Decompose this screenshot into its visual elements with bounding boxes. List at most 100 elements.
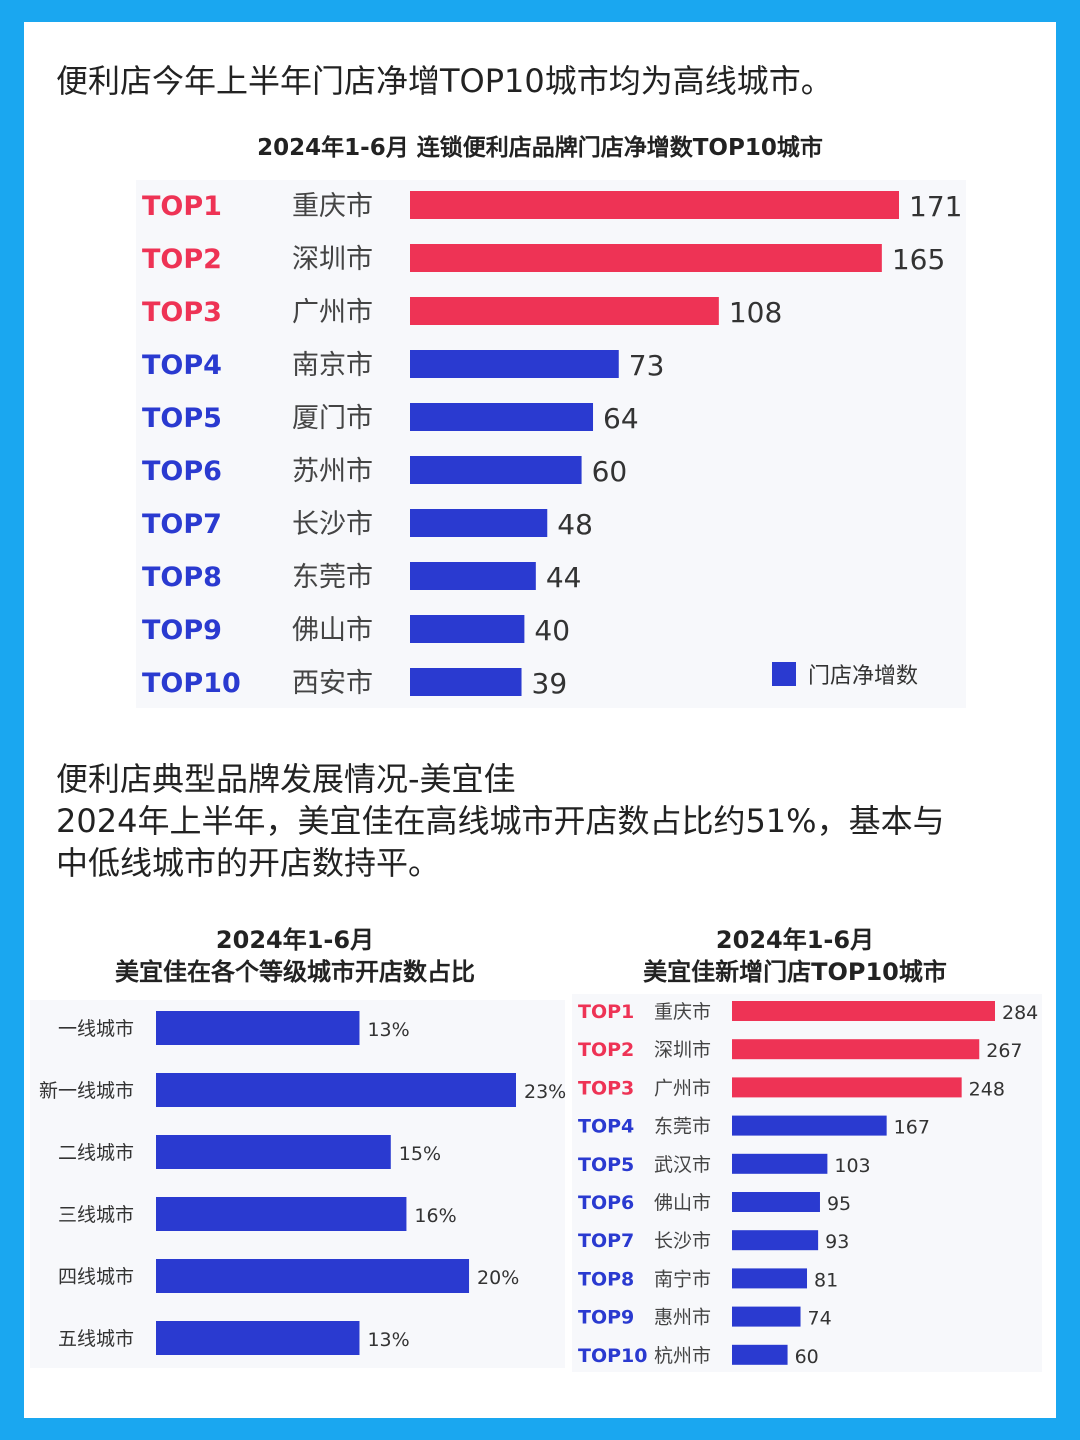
chart3-bar (732, 1192, 820, 1212)
chart1-title: 2024年1-6月 连锁便利店品牌门店净增数TOP10城市 (257, 135, 823, 161)
chart1-city-label: 重庆市 (292, 191, 373, 222)
chart3-value-label: 93 (825, 1231, 849, 1253)
chart1-value-label: 39 (532, 667, 568, 700)
chart3-title: 2024年1-6月 美宜佳新增门店TOP10城市 (560, 924, 1030, 988)
chart3-rank-label: TOP2 (578, 1039, 634, 1061)
chart3-city-label: 南宁市 (654, 1268, 711, 1290)
chart2-category-label: 三线城市 (58, 1204, 134, 1226)
chart1-value-label: 40 (534, 614, 570, 647)
chart1-rank-label: TOP1 (142, 191, 222, 222)
chart2-bar (156, 1197, 407, 1231)
chart2-category-label: 一线城市 (58, 1018, 134, 1040)
chart3-bar (732, 1306, 801, 1327)
chart1-value-label: 48 (557, 508, 593, 541)
chart3-city-label: 广州市 (654, 1077, 711, 1099)
chart3-value-label: 74 (808, 1308, 832, 1330)
chart1-city-label: 南京市 (292, 350, 373, 381)
paragraph-line-1: 便利店典型品牌发展情况-美宜佳 (56, 760, 516, 798)
chart2-bar (156, 1011, 360, 1045)
chart3-value-label: 284 (1002, 1002, 1038, 1024)
chart3-city-label: 重庆市 (654, 1001, 711, 1023)
page-heading: 便利店今年上半年门店净增TOP10城市均为高线城市。 (56, 62, 833, 100)
chart2-title-line1: 2024年1-6月 (215, 926, 375, 954)
chart1-city-label: 佛山市 (292, 615, 373, 646)
chart1-value-label: 44 (546, 561, 582, 594)
chart3-bar (732, 1077, 962, 1098)
chart3-rank-label: TOP8 (578, 1268, 634, 1290)
chart3-value-label: 248 (969, 1078, 1005, 1100)
chart2-category-label: 四线城市 (58, 1266, 134, 1288)
chart1-rank-label: TOP5 (142, 403, 222, 434)
chart3-rank-label: TOP9 (578, 1307, 634, 1329)
chart1-value-label: 64 (603, 402, 639, 435)
chart1-legend-swatch (772, 662, 796, 686)
chart2-category-label: 新一线城市 (39, 1080, 134, 1102)
chart3-rank-label: TOP4 (578, 1116, 634, 1138)
chart2-value-label: 13% (367, 1019, 409, 1041)
chart1-rank-label: TOP9 (142, 615, 222, 646)
chart1-bar (410, 456, 582, 484)
chart3-bar (732, 1001, 995, 1021)
chart1-rank-label: TOP7 (142, 509, 222, 540)
chart2-value-label: 15% (399, 1143, 441, 1165)
chart3-value-label: 95 (827, 1193, 851, 1215)
chart3-bar (732, 1344, 788, 1365)
chart1-bar (410, 350, 619, 378)
chart2-bar (156, 1321, 360, 1355)
chart1-city-label: 西安市 (292, 668, 373, 699)
chart1-city-label: 广州市 (292, 297, 373, 328)
chart1-bar (410, 509, 548, 537)
chart1-city-label: 厦门市 (292, 403, 373, 434)
chart2-title: 2024年1-6月 美宜佳在各个等级城市开店数占比 (40, 924, 550, 988)
chart2-value-label: 13% (367, 1329, 409, 1351)
chart1-bar (410, 403, 594, 431)
chart2-bar (156, 1073, 516, 1107)
chart3-rank-label: TOP7 (578, 1230, 634, 1252)
chart3-rank-label: TOP3 (578, 1077, 634, 1099)
chart1-rank-label: TOP2 (142, 244, 222, 275)
chart3-bar (732, 1039, 980, 1060)
chart1-city-label: 东莞市 (292, 562, 373, 593)
chart2-title-line2: 美宜佳在各个等级城市开店数占比 (115, 958, 475, 986)
chart1-bar (410, 615, 525, 643)
chart1-legend-label: 门店净增数 (808, 664, 918, 689)
chart1-bar (410, 668, 522, 696)
chart1-value-label: 108 (729, 296, 782, 329)
chart3-title-line1: 2024年1-6月 (715, 926, 875, 954)
chart3-value-label: 103 (834, 1155, 870, 1177)
chart3-bar (732, 1230, 819, 1251)
chart1-value-label: 165 (892, 243, 945, 276)
chart1-bar (410, 244, 882, 272)
chart3-value-label: 60 (795, 1346, 819, 1368)
chart3-value-label: 81 (814, 1269, 838, 1291)
chart2-value-label: 16% (414, 1205, 456, 1227)
chart1-value-label: 171 (909, 190, 962, 223)
paragraph-line-3: 中低线城市的开店数持平。 (56, 844, 441, 882)
chart3-city-label: 深圳市 (654, 1039, 711, 1061)
chart1-rank-label: TOP3 (142, 297, 222, 328)
paragraph-line-2: 2024年上半年，美宜佳在高线城市开店数占比约51%，基本与 (56, 802, 945, 840)
chart2-bar (156, 1135, 391, 1169)
chart3-rank-label: TOP5 (578, 1154, 634, 1176)
chart3-city-label: 杭州市 (654, 1345, 711, 1367)
chart3-bar (732, 1153, 828, 1174)
chart3-rank-label: TOP10 (578, 1345, 647, 1367)
chart1-city-label: 长沙市 (292, 509, 373, 540)
chart3-value-label: 167 (894, 1117, 930, 1139)
chart1-rank-label: TOP4 (142, 350, 222, 381)
brand-paragraph: 便利店典型品牌发展情况-美宜佳 2024年上半年，美宜佳在高线城市开店数占比约5… (56, 758, 1046, 884)
chart3-rank-label: TOP6 (578, 1192, 634, 1214)
chart2-category-label: 五线城市 (58, 1328, 134, 1350)
chart3-rank-label: TOP1 (578, 1001, 634, 1023)
chart3-city-label: 长沙市 (654, 1230, 711, 1252)
chart1-value-label: 73 (629, 349, 665, 382)
chart3-value-label: 267 (986, 1040, 1022, 1062)
chart1-value-label: 60 (592, 455, 628, 488)
chart1-bar (410, 562, 536, 590)
chart1-rank-label: TOP10 (142, 668, 241, 699)
chart2-category-label: 二线城市 (58, 1142, 134, 1164)
chart1-city-label: 苏州市 (292, 456, 373, 487)
